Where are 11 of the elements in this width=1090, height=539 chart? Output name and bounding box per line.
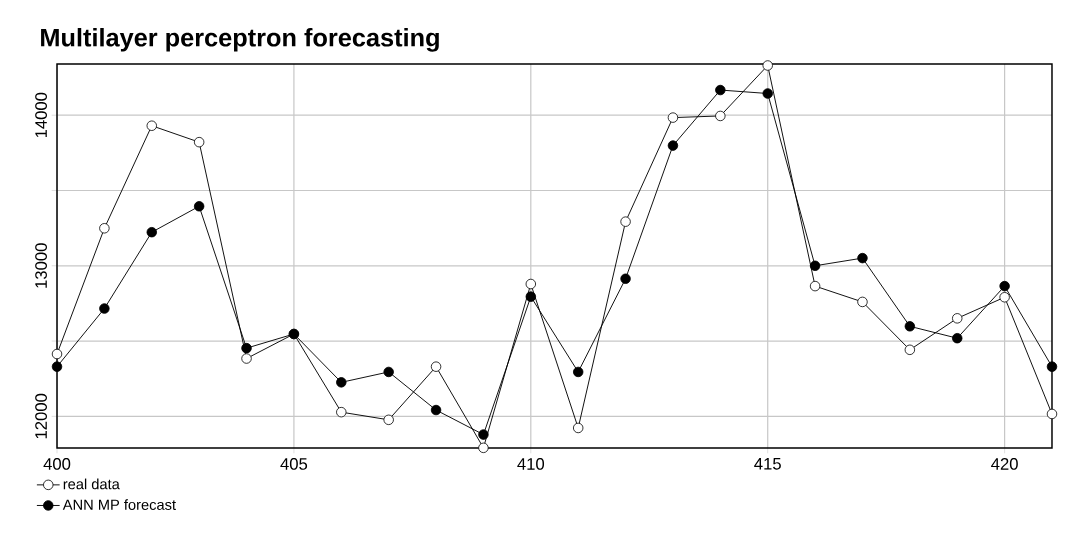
x-tick-label: 420 <box>991 458 1018 470</box>
legend-label: real data <box>63 478 120 490</box>
y-tick-label: 12000 <box>35 393 47 439</box>
x-tick-label: 400 <box>43 458 71 470</box>
y-tick-label: 13000 <box>35 243 47 288</box>
chart-title: Multilayer perceptron forecasting <box>41 28 439 52</box>
x-tick-label: 410 <box>517 458 545 470</box>
x-tick-label: 405 <box>280 458 308 470</box>
x-tick-label: 415 <box>754 458 781 470</box>
y-tick-label: 14000 <box>35 92 47 138</box>
legend-label: ANN MP forecast <box>62 499 176 510</box>
